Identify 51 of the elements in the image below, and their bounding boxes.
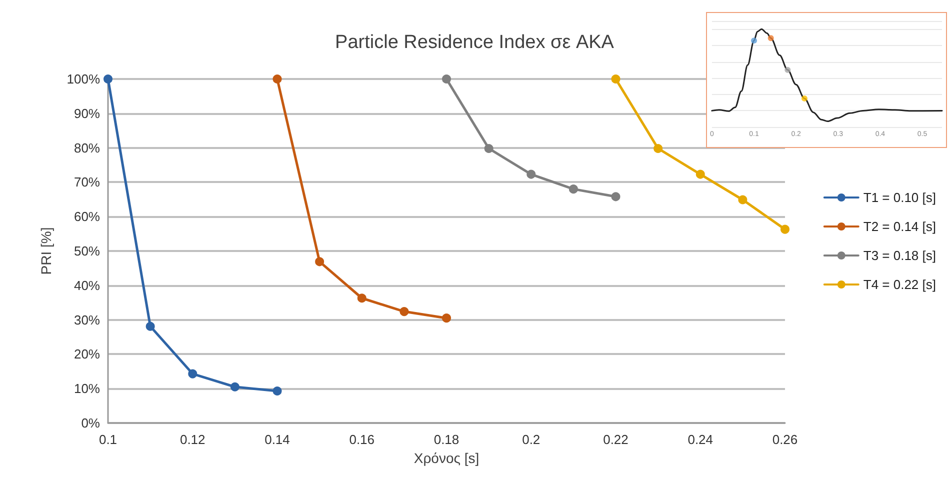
x-tick-label: 0.24 (688, 432, 714, 447)
point (442, 74, 451, 84)
point (568, 184, 578, 194)
y-tick-label: 10% (74, 381, 100, 396)
x-tick-label: 0.12 (180, 432, 206, 447)
point (696, 170, 705, 179)
x-tick-label: 0.22 (603, 432, 628, 447)
legend-label: T4 = 0.22 [s] (863, 277, 936, 292)
point (400, 307, 409, 316)
point (611, 192, 620, 202)
point (357, 294, 366, 303)
y-tick-label: 90% (74, 106, 100, 121)
y-tick-label: 30% (74, 312, 100, 328)
legend-label: T1 = 0.10 [s] (863, 190, 936, 205)
point (526, 170, 536, 179)
point (272, 74, 282, 84)
x-tick-label: 0.16 (349, 432, 375, 447)
legend-label: T2 = 0.14 [s] (863, 219, 936, 234)
point (272, 386, 282, 396)
point (738, 195, 748, 204)
point (230, 382, 240, 392)
x-axis-title: Χρόνος [s] (414, 450, 480, 466)
point (768, 35, 774, 42)
y-tick-label: 0% (81, 416, 100, 430)
point (654, 144, 663, 153)
point (442, 314, 451, 323)
x-tick-label: 0.26 (772, 432, 798, 447)
point (751, 38, 758, 44)
point (315, 257, 324, 266)
y-tick-label: 100% (66, 72, 100, 86)
y-tick-label: 50% (74, 244, 100, 258)
point (784, 66, 791, 73)
x-tick-label: 0.1 (98, 432, 118, 447)
point (484, 144, 494, 153)
x-tick-label: 0.14 (264, 432, 290, 447)
point (188, 369, 198, 378)
point (780, 224, 790, 234)
point (611, 74, 620, 84)
y-tick-label: 80% (74, 140, 100, 156)
chart-title: Particle Residence Index σε AKA (335, 32, 614, 53)
x-tick-label: 0.18 (434, 432, 460, 447)
y-tick-label: 40% (74, 278, 100, 293)
y-tick-label: 20% (74, 346, 100, 362)
y-axis-title: PRI [%] (38, 227, 54, 275)
point (801, 95, 808, 102)
point (104, 74, 112, 84)
x-tick-label: 0.2 (522, 432, 540, 447)
y-tick-label: 60% (74, 209, 100, 224)
legend-label: T3 = 0.18 [s] (863, 248, 936, 263)
point (146, 322, 155, 331)
y-tick-label: 70% (74, 174, 100, 190)
